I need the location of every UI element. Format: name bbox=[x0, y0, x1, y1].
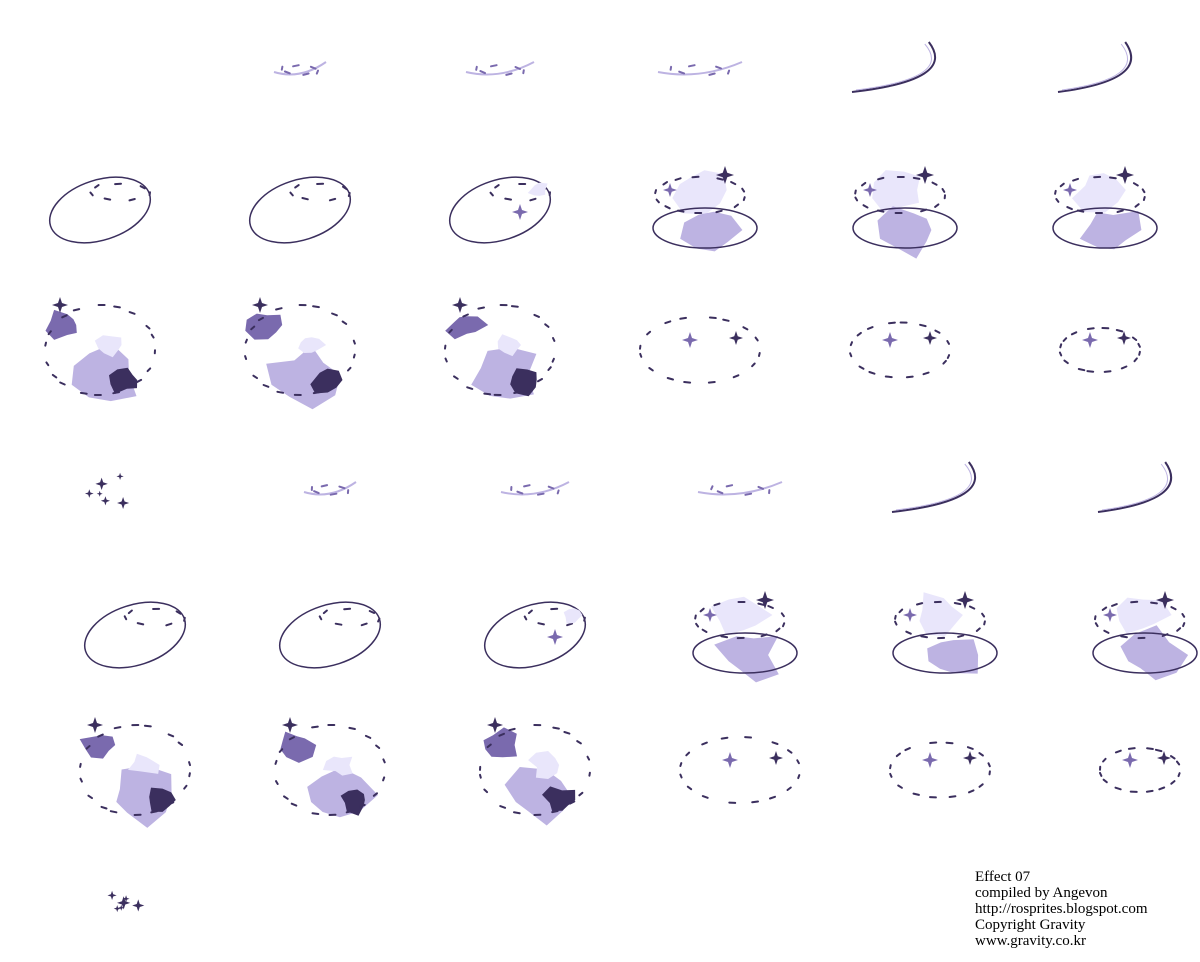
sprite-frame-b-11 bbox=[1092, 591, 1198, 681]
sprite-frame-b-8 bbox=[483, 601, 587, 669]
sprite-frame-a-15 bbox=[639, 316, 761, 384]
sprite-frame-a-9 bbox=[652, 166, 758, 252]
sprite-frame-a-11 bbox=[1052, 166, 1158, 250]
sprite-frame-b-2 bbox=[500, 481, 570, 496]
sprite-frame-b-10 bbox=[892, 591, 998, 674]
sprite-frame-b-18 bbox=[107, 890, 145, 913]
credits-compiler: compiled by Angevon bbox=[975, 885, 1108, 901]
credits-copyright: Copyright Gravity bbox=[975, 917, 1086, 933]
credits-url: http://rosprites.blogspot.com bbox=[975, 901, 1148, 917]
sprite-frame-a-1 bbox=[273, 61, 327, 76]
sprite-frame-a-7 bbox=[248, 176, 352, 244]
sprite-frame-b-14 bbox=[479, 717, 591, 826]
sprite-frame-a-14 bbox=[444, 297, 556, 399]
sprite-frame-a-17 bbox=[1058, 327, 1141, 373]
sprite-frame-a-16 bbox=[849, 321, 951, 379]
sprite-frame-a-12 bbox=[44, 297, 156, 402]
credits-block: Effect 07 compiled by Angevon http://ros… bbox=[975, 869, 1148, 949]
sprite-frame-b-1 bbox=[303, 481, 357, 496]
sprite-frame-a-6 bbox=[48, 176, 152, 244]
sprite-frame-b-17 bbox=[1099, 747, 1181, 793]
sprite-frame-b-16 bbox=[889, 741, 991, 799]
sprite-frame-b-3 bbox=[697, 481, 783, 496]
sprite-frame-a-8 bbox=[448, 176, 552, 244]
sprite-frame-a-13 bbox=[244, 297, 356, 410]
sprite-frame-a-3 bbox=[657, 61, 743, 76]
sprite-frame-b-5 bbox=[1097, 461, 1173, 513]
sprite-frame-b-15 bbox=[679, 736, 801, 804]
sprite-frame-b-4 bbox=[891, 461, 976, 513]
sprite-frame-a-5 bbox=[1057, 41, 1133, 93]
sprite-frame-b-13 bbox=[274, 717, 386, 818]
sprite-frame-a-10 bbox=[852, 166, 958, 259]
sprite-frame-b-9 bbox=[692, 591, 798, 683]
sprite-frame-b-7 bbox=[278, 601, 382, 669]
sprite-frame-a-18 bbox=[84, 472, 130, 510]
sprite-frame-a-4 bbox=[851, 41, 936, 93]
credits-title: Effect 07 bbox=[975, 869, 1031, 885]
credits-website: www.gravity.co.kr bbox=[975, 933, 1086, 949]
sprite-frame-b-6 bbox=[83, 601, 187, 669]
sprite-frame-b-12 bbox=[79, 717, 191, 828]
sprite-frame-a-2 bbox=[465, 61, 535, 76]
